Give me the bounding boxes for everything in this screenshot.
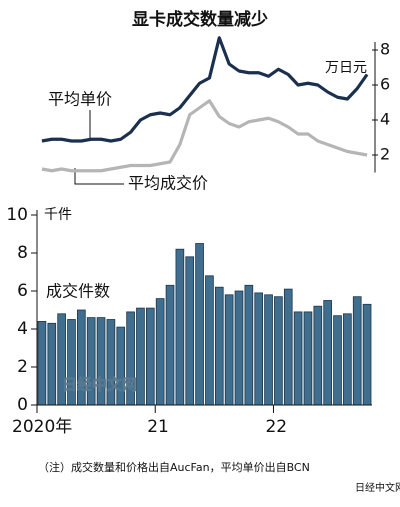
bar: [185, 256, 195, 406]
bar: [264, 294, 273, 406]
bar: [155, 298, 165, 406]
bar: [254, 292, 264, 406]
legend-label: 平均成交价: [128, 174, 208, 193]
x-tick-label: 21: [147, 417, 169, 437]
line-series: [41, 36, 369, 143]
bar: [47, 322, 57, 406]
leader-line: [74, 168, 124, 185]
source-logo: 日经中文网: [355, 481, 400, 494]
x-tick-label: 22: [265, 417, 287, 437]
bar: [175, 248, 185, 406]
bar: [145, 307, 155, 406]
bar: [343, 313, 352, 406]
x-tick-label: 2020年: [12, 417, 72, 437]
line-series: [41, 99, 368, 173]
y-tick-label: 0: [17, 395, 28, 415]
bar: [352, 296, 362, 406]
bar: [244, 284, 254, 406]
bar: [234, 290, 244, 406]
bar: [37, 320, 47, 406]
chart-title: 显卡成交数量减少: [132, 9, 268, 30]
bar: [165, 284, 175, 406]
y-tick-label: 4: [380, 110, 390, 129]
bar: [224, 294, 234, 406]
y-tick-label: 10: [6, 205, 28, 225]
bar: [333, 315, 342, 406]
note: （注）成交数量和价格出自AucFan，平均单价出自BCN: [38, 460, 310, 474]
bar: [205, 275, 214, 406]
bar: [323, 300, 332, 406]
bar: [274, 296, 283, 406]
bar: [214, 286, 224, 406]
bar: [283, 288, 293, 406]
bar: [136, 307, 145, 406]
annotation: 成交件数: [46, 282, 110, 301]
watermark: 日经中文网: [62, 376, 137, 394]
bar: [362, 303, 372, 406]
bar: [303, 311, 313, 406]
y-axis-label: 万日元: [325, 60, 367, 76]
y-tick-label: 6: [380, 75, 390, 94]
bar: [293, 311, 303, 406]
y-tick-label: 6: [17, 281, 28, 301]
y-tick-label: 4: [17, 319, 28, 339]
y-axis-label: 千件: [44, 207, 72, 223]
y-tick-label: 2: [380, 145, 390, 164]
bar: [195, 243, 204, 406]
bar: [313, 305, 323, 406]
y-tick-label: 2: [17, 357, 28, 377]
legend-label: 平均单价: [48, 90, 112, 109]
y-tick-label: 8: [17, 243, 28, 263]
y-tick-label: 8: [380, 40, 390, 59]
